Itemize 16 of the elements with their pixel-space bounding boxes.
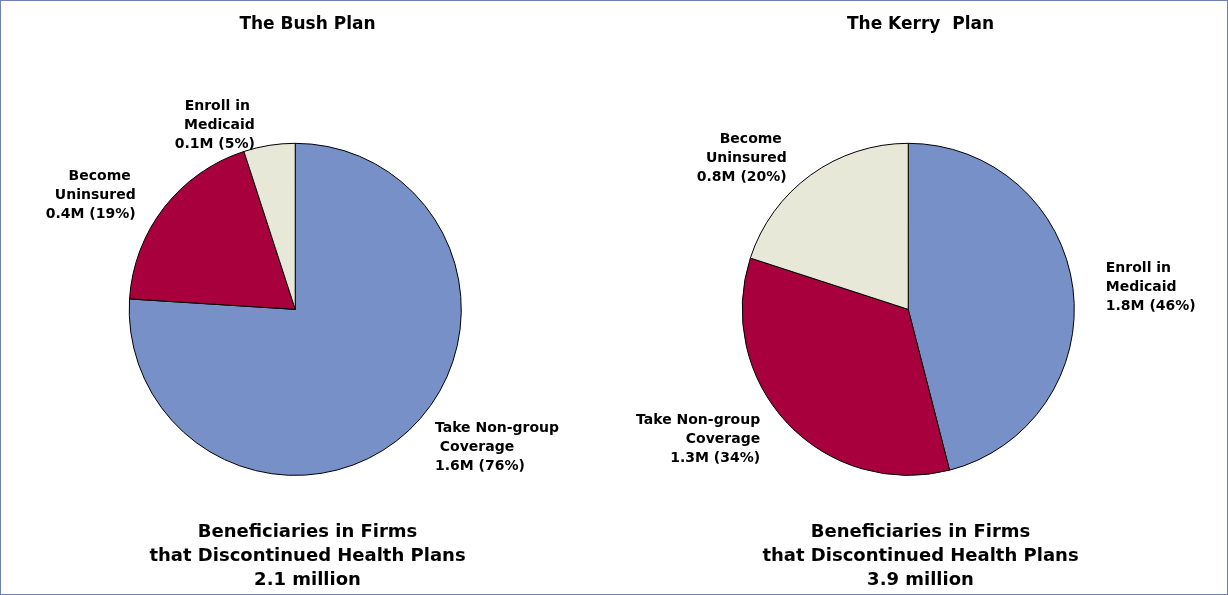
chart-title: The Bush Plan — [239, 12, 376, 33]
data-label: 0.1M (5%) — [174, 134, 255, 151]
slice-label: Become Uninsured — [54, 167, 136, 203]
slice-label: Enroll in Medicaid — [1105, 258, 1177, 294]
slice-label: Take Non-group Coverage — [434, 419, 560, 455]
slice-label: Enroll in Medicaid — [184, 96, 255, 132]
chart-title: The Kerry Plan — [846, 12, 995, 33]
data-label: 0.8M (20%) — [696, 168, 787, 185]
slice-label: Become Uninsured — [705, 130, 787, 166]
data-label: 1.3M (34%) — [670, 449, 761, 466]
data-label: 1.8M (46%) — [1105, 296, 1196, 313]
data-label: 1.6M (76%) — [434, 457, 525, 474]
data-label: 0.4M (19%) — [45, 205, 136, 222]
slice-label: Take Non-group Coverage — [636, 411, 761, 447]
text: Beneficiaries in Firms that Discontinued Health Plans 3.9 million — [762, 519, 1079, 589]
text: Beneficiaries in Firms that Discontinued Health Plans 2.1 million — [149, 519, 466, 589]
